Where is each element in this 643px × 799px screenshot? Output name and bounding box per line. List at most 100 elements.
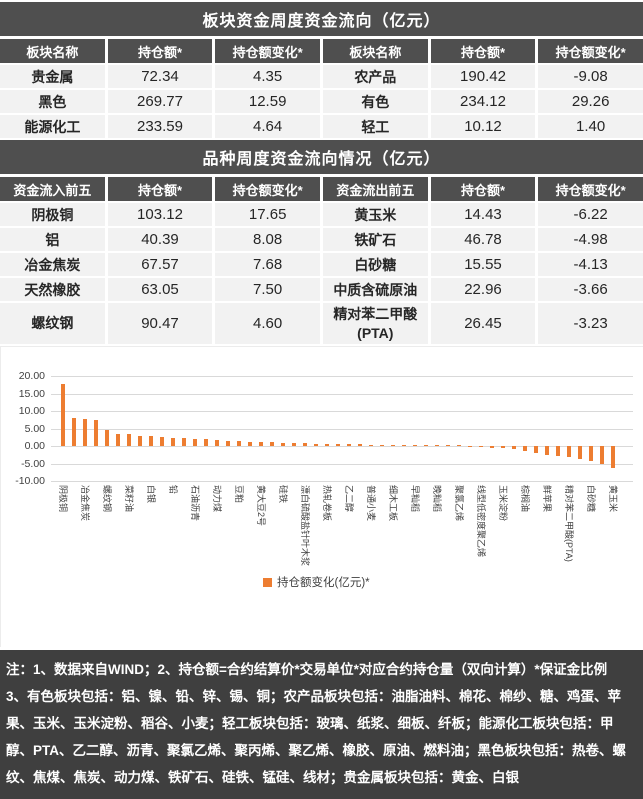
value-cell: 7.50 <box>215 278 320 301</box>
value-cell: 4.60 <box>215 303 320 344</box>
header-cell: 持仓额* <box>107 39 213 63</box>
value-cell: 7.68 <box>215 253 320 276</box>
x-axis-label-text: 线型低密度聚乙烯 <box>476 485 486 558</box>
x-axis-label-text: 鲜苹果 <box>542 485 552 513</box>
bar <box>138 435 142 447</box>
bar <box>347 444 351 447</box>
item-name-cell: 螺纹钢 <box>0 303 105 344</box>
x-axis-label-text: 白砂糖 <box>586 485 596 513</box>
x-axis-label-text: 精对苯二甲酸(PTA) <box>564 485 574 562</box>
x-axis-label: 精对苯二甲酸(PTA) <box>563 485 575 562</box>
header-cell: 资金流出前五 <box>322 177 428 201</box>
x-axis-label: 黄玉米 <box>607 485 619 512</box>
item-name-cell: 有色 <box>322 90 428 113</box>
value-cell: 12.59 <box>215 90 320 113</box>
bar <box>468 446 472 448</box>
y-gridline <box>51 446 633 447</box>
value-cell: 103.12 <box>107 203 213 226</box>
x-axis-label-text: 早籼稻 <box>410 485 420 513</box>
x-axis-label-text: 普通小麦 <box>366 485 376 522</box>
header-cell: 持仓额* <box>430 39 536 63</box>
bar <box>589 446 593 461</box>
x-axis-label-text: 玉米淀粉 <box>498 485 508 522</box>
x-axis-label-text: 晚籼稻 <box>432 485 442 513</box>
notes-panel: 注：1、数据来自WIND；2、持仓额=合约结算价*交易单位*对应合约持仓量（双向… <box>0 650 643 799</box>
item-name-cell: 中质含硫原油 <box>322 278 428 301</box>
header-cell: 板块名称 <box>0 39 105 63</box>
variety-table-title: 品种周度资金流向情况（亿元） <box>0 140 643 174</box>
bar <box>479 446 483 448</box>
x-axis-label-text: 漂白硫酸盐针叶木浆 <box>300 485 310 567</box>
bar <box>435 445 439 447</box>
x-axis-label: 石油沥青 <box>189 485 201 521</box>
value-cell: 29.26 <box>538 90 643 113</box>
bar <box>171 437 175 447</box>
x-axis-label: 螺纹钢 <box>101 485 113 512</box>
bar <box>83 419 87 447</box>
bar <box>237 441 241 447</box>
x-axis-label-text: 黄玉米 <box>608 485 618 513</box>
bar <box>270 442 274 447</box>
x-axis-label: 聚氯乙烯 <box>453 485 465 521</box>
bar <box>303 443 307 447</box>
x-axis-label: 冶金焦炭 <box>79 485 91 521</box>
value-cell: 190.42 <box>430 65 536 88</box>
bar <box>391 445 395 447</box>
bar <box>193 438 197 447</box>
value-cell: 234.12 <box>430 90 536 113</box>
item-name-cell: 铝 <box>0 228 105 251</box>
value-cell: 90.47 <box>107 303 213 344</box>
y-axis-tick-label: 15.00 <box>18 388 45 400</box>
value-cell: -4.13 <box>538 253 643 276</box>
header-cell: 持仓额* <box>107 177 213 201</box>
bar <box>578 446 582 459</box>
header-cell: 资金流入前五 <box>0 177 105 201</box>
note-line-2: 3、有色板块包括：铝、镍、铅、锌、锡、铜；农产品板块包括：油脂油料、棉花、棉纱、… <box>6 689 626 785</box>
x-axis-label-text: 棕榈油 <box>520 485 530 513</box>
y-gridline <box>51 481 633 482</box>
bar <box>446 445 450 447</box>
bar <box>600 446 604 464</box>
item-name-cell: 天然橡胶 <box>0 278 105 301</box>
bar <box>534 446 538 454</box>
value-cell: 10.12 <box>430 115 536 138</box>
x-axis-label: 漂白硫酸盐针叶木浆 <box>299 485 311 566</box>
y-gridline <box>51 376 633 377</box>
item-name-cell: 精对苯二甲酸(PTA) <box>322 303 428 344</box>
value-cell: 14.43 <box>430 203 536 226</box>
y-axis-tick-label: -5.00 <box>21 458 45 470</box>
x-axis-label: 阴极铜 <box>57 485 69 512</box>
x-axis-label: 白砂糖 <box>585 485 597 512</box>
x-axis-label: 棕榈油 <box>519 485 531 512</box>
bar <box>72 417 76 447</box>
value-cell: 17.65 <box>215 203 320 226</box>
bar <box>105 430 109 447</box>
bar <box>556 446 560 456</box>
item-name-cell: 轻工 <box>322 115 428 138</box>
bar <box>281 442 285 447</box>
item-name-cell: 贵金属 <box>0 65 105 88</box>
y-gridline <box>51 464 633 465</box>
bar <box>369 444 373 447</box>
x-axis-label-text: 豆粕 <box>234 485 244 504</box>
bar <box>182 438 186 447</box>
x-axis-label: 热轧卷板 <box>321 485 333 521</box>
header-cell: 板块名称 <box>322 39 428 63</box>
y-gridline <box>51 429 633 430</box>
x-axis-label-text: 螺纹钢 <box>102 485 112 513</box>
bar <box>413 445 417 447</box>
value-cell: 26.45 <box>430 303 536 344</box>
header-cell: 持仓额变化* <box>538 39 643 63</box>
item-name-cell: 铁矿石 <box>322 228 428 251</box>
bar <box>424 445 428 447</box>
bar <box>292 443 296 447</box>
value-cell: 269.77 <box>107 90 213 113</box>
x-axis-label: 鲜苹果 <box>541 485 553 512</box>
bar <box>380 444 384 447</box>
value-cell: -3.23 <box>538 303 643 344</box>
x-axis-label: 细木工板 <box>387 485 399 521</box>
bar <box>402 445 406 447</box>
x-axis-label-text: 石油沥青 <box>190 485 200 522</box>
bar <box>336 444 340 447</box>
x-axis-label: 菜籽油 <box>123 485 135 512</box>
